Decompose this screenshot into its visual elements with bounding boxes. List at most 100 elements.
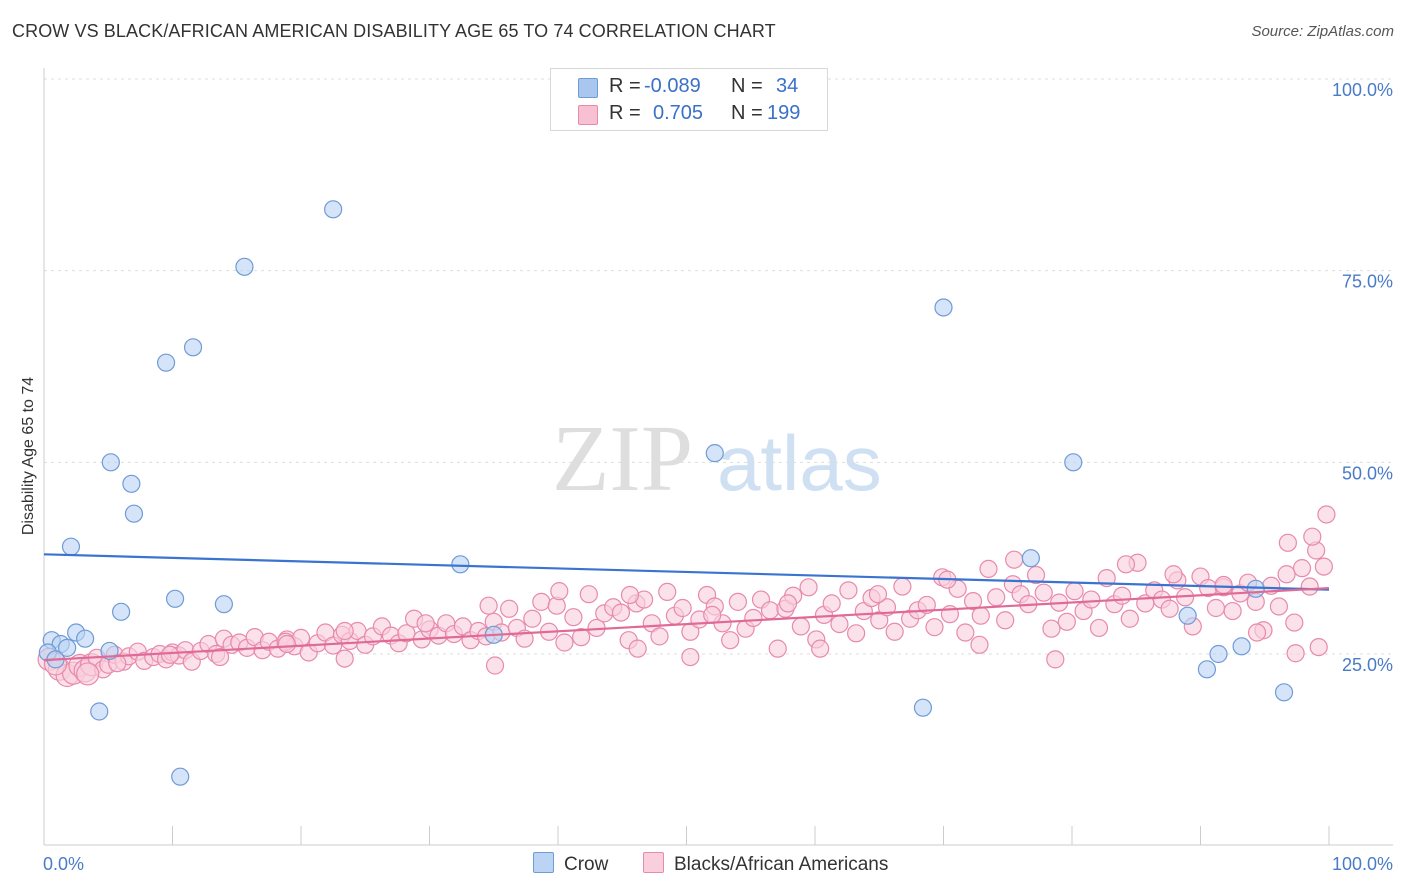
data-point	[572, 628, 591, 647]
legend-swatch-crow	[578, 78, 598, 98]
data-point	[156, 353, 176, 372]
data-point	[721, 631, 740, 650]
y-axis-label: Disability Age 65 to 74	[20, 377, 37, 535]
data-point	[963, 591, 983, 611]
data-point	[1164, 565, 1183, 584]
data-point	[1026, 565, 1046, 585]
data-point	[925, 618, 944, 637]
data-point	[1232, 637, 1251, 656]
legend-item-crow: Crow	[533, 852, 608, 876]
data-point	[877, 598, 897, 617]
legend-r-label: R =	[609, 102, 641, 124]
y-tick-label: 75.0%	[1342, 272, 1393, 292]
data-point	[1277, 565, 1296, 584]
data-point	[579, 585, 598, 604]
data-point	[868, 585, 888, 604]
correlation-legend: R = -0.089 N = 34 R = 0.705 N = 199	[550, 68, 828, 131]
data-point	[1197, 660, 1217, 679]
data-point	[970, 635, 989, 654]
data-point	[1113, 586, 1132, 605]
x-tick-label-min: 0.0%	[43, 854, 84, 874]
legend-swatch-crow	[533, 852, 554, 873]
data-point	[839, 581, 858, 600]
watermark: ZIP atlas	[552, 407, 882, 511]
data-point	[628, 639, 647, 658]
data-point	[183, 338, 203, 357]
data-point	[1223, 601, 1242, 621]
data-point	[673, 598, 692, 618]
data-point	[705, 444, 724, 463]
data-point	[1285, 613, 1304, 632]
legend-n-value: 34	[776, 75, 799, 97]
legend-row-blacks: R = 0.705 N = 199	[551, 102, 827, 128]
trend-lines	[43, 553, 1330, 662]
data-point	[811, 639, 830, 658]
legend-swatch-blacks	[643, 852, 664, 873]
data-point	[822, 594, 841, 613]
legend-n-value: 199	[767, 102, 801, 124]
source-label: Source: ZipAtlas.com	[1251, 23, 1394, 40]
data-point	[1309, 637, 1328, 657]
data-point	[397, 624, 416, 643]
legend-r-label: R =	[609, 75, 641, 97]
x-ticks	[172, 826, 1330, 845]
data-point	[1005, 550, 1024, 569]
data-point	[979, 559, 998, 579]
data-point	[778, 594, 798, 613]
data-point	[830, 614, 849, 634]
data-point	[791, 617, 810, 636]
data-point	[987, 588, 1006, 607]
data-point	[1042, 619, 1061, 638]
gridlines	[44, 78, 1393, 655]
data-point	[532, 592, 551, 611]
data-point	[1065, 582, 1084, 601]
data-point	[799, 578, 818, 597]
y-tick-label: 25.0%	[1342, 655, 1393, 675]
data-point	[1034, 583, 1053, 602]
data-point	[1064, 453, 1083, 472]
data-point	[324, 200, 343, 219]
data-point	[1300, 577, 1319, 596]
data-point	[917, 595, 936, 615]
data-point	[235, 257, 254, 276]
legend-label-crow: Crow	[564, 854, 609, 875]
data-point	[620, 585, 640, 605]
data-point	[1292, 559, 1312, 578]
data-point	[658, 582, 677, 602]
data-point	[885, 622, 904, 641]
data-point	[681, 647, 700, 667]
data-point	[500, 599, 519, 618]
data-point	[90, 702, 109, 721]
data-point	[523, 609, 542, 628]
data-point	[1206, 598, 1226, 618]
data-point	[1082, 590, 1101, 609]
data-point	[1046, 650, 1065, 669]
data-point	[479, 596, 498, 615]
data-point	[744, 608, 763, 628]
watermark-zip: ZIP	[552, 407, 693, 511]
data-point	[1274, 683, 1294, 702]
data-point	[555, 633, 574, 652]
data-point	[847, 624, 866, 643]
data-point	[768, 639, 787, 658]
data-point	[760, 601, 780, 620]
legend-r-value: -0.089	[644, 75, 701, 97]
data-point	[1209, 644, 1228, 664]
legend-swatch-blacks	[578, 105, 598, 125]
data-point	[416, 614, 435, 633]
data-point	[1021, 549, 1040, 568]
data-point	[101, 453, 120, 472]
legend-n-label: N =	[731, 102, 763, 124]
legend-label-blacks: Blacks/African Americans	[674, 854, 889, 875]
legend-item-blacks: Blacks/African Americans	[643, 852, 888, 876]
data-point	[650, 627, 669, 646]
data-point	[728, 592, 748, 611]
legend-r-value: 0.705	[653, 102, 704, 124]
series-crow	[38, 200, 1294, 786]
data-point	[1314, 557, 1333, 576]
trend-line-blacks	[43, 586, 1330, 662]
axes	[43, 68, 1393, 846]
data-point	[1214, 575, 1233, 595]
data-point	[1057, 612, 1076, 631]
